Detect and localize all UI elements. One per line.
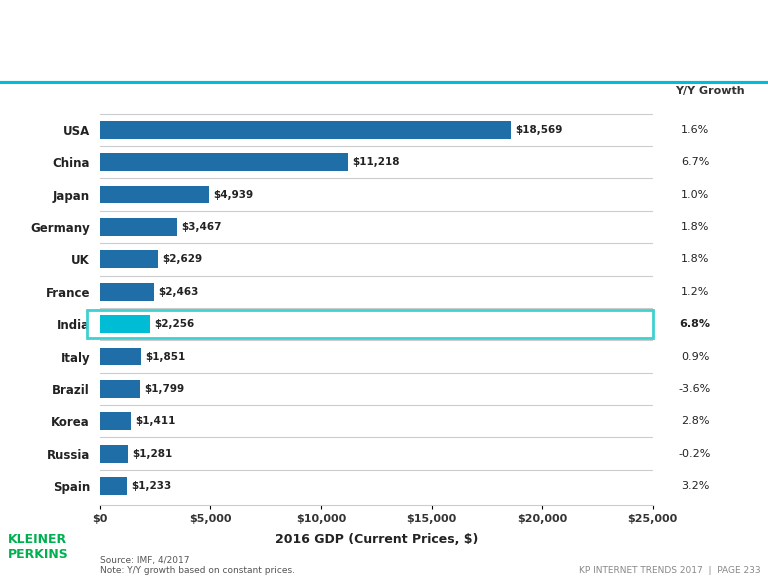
Text: 1.6%: 1.6% xyxy=(681,125,709,135)
Text: $2,629: $2,629 xyxy=(162,254,203,264)
Text: KP INTERNET TRENDS 2017  |  PAGE 233: KP INTERNET TRENDS 2017 | PAGE 233 xyxy=(579,566,760,575)
Text: 1.8%: 1.8% xyxy=(681,254,709,264)
Text: 0.9%: 0.9% xyxy=(681,352,709,361)
Text: $1,233: $1,233 xyxy=(131,481,172,491)
Text: $2,463: $2,463 xyxy=(159,287,199,297)
Bar xyxy=(100,315,150,333)
Text: Source: IMF, 4/2017
Note: Y/Y growth based on constant prices.: Source: IMF, 4/2017 Note: Y/Y growth bas… xyxy=(100,556,295,575)
Text: $18,569: $18,569 xyxy=(515,125,562,135)
Bar xyxy=(100,121,511,139)
Text: 1.2%: 1.2% xyxy=(681,287,709,297)
Text: $3,467: $3,467 xyxy=(181,222,221,232)
Bar xyxy=(100,413,131,430)
Text: 1.8%: 1.8% xyxy=(681,222,709,232)
Bar xyxy=(100,283,154,300)
Text: Y/Y Growth: Y/Y Growth xyxy=(675,86,745,96)
Text: $1,281: $1,281 xyxy=(133,449,173,458)
Bar xyxy=(100,444,128,462)
Bar xyxy=(100,477,127,495)
Text: $1,851: $1,851 xyxy=(145,352,185,361)
Text: -0.2%: -0.2% xyxy=(679,449,711,458)
Text: 6.7%: 6.7% xyxy=(681,157,709,167)
Bar xyxy=(100,186,209,203)
Text: India Economy (GDP) = Fastest Large Grower
+7% Y/Y @ #7 Global GDP Rank: India Economy (GDP) = Fastest Large Grow… xyxy=(15,21,473,63)
Text: $11,218: $11,218 xyxy=(353,157,400,167)
Bar xyxy=(100,380,140,398)
Bar xyxy=(100,347,141,365)
Text: $4,939: $4,939 xyxy=(214,189,253,200)
Text: 2.8%: 2.8% xyxy=(680,416,710,426)
Text: -3.6%: -3.6% xyxy=(679,384,711,394)
Text: $2,256: $2,256 xyxy=(154,319,194,329)
Text: 1.0%: 1.0% xyxy=(681,189,709,200)
Text: KLEINER
PERKINS: KLEINER PERKINS xyxy=(8,533,68,561)
Text: $1,411: $1,411 xyxy=(135,416,176,426)
Text: $1,799: $1,799 xyxy=(144,384,184,394)
Bar xyxy=(100,218,177,236)
X-axis label: 2016 GDP (Current Prices, $): 2016 GDP (Current Prices, $) xyxy=(275,533,478,546)
Text: 3.2%: 3.2% xyxy=(681,481,709,491)
Bar xyxy=(100,250,158,268)
Bar xyxy=(100,153,348,171)
Text: 6.8%: 6.8% xyxy=(680,319,710,329)
